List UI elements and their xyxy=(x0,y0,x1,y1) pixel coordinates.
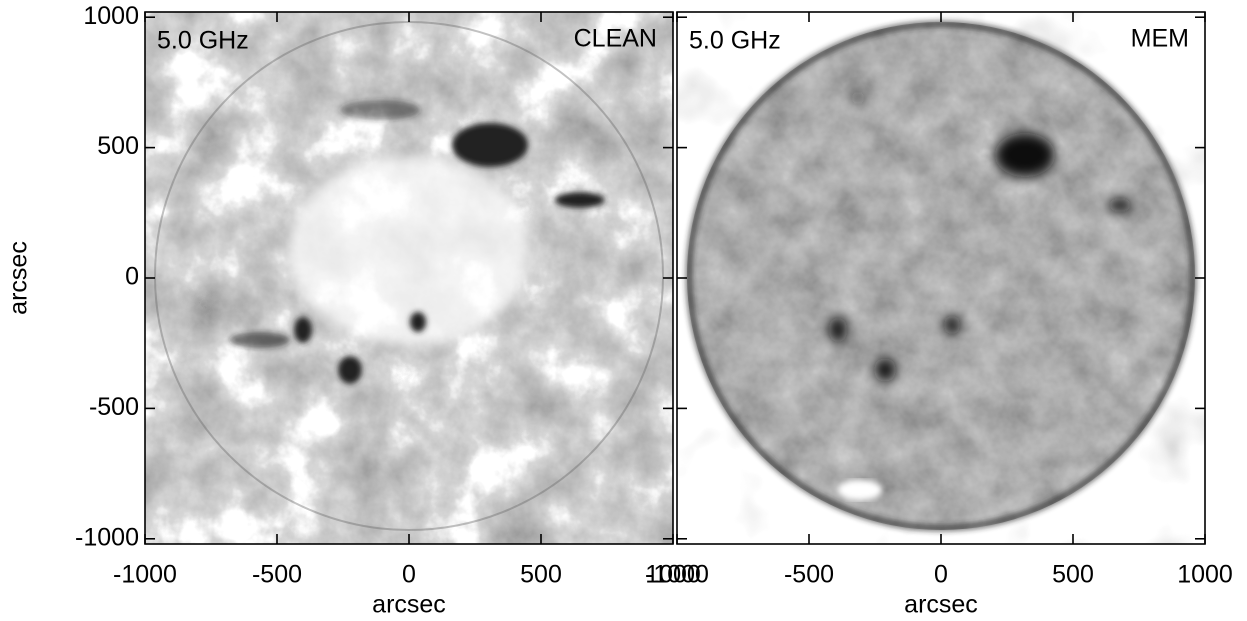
mem-image xyxy=(677,12,1205,544)
clean-image xyxy=(145,12,673,544)
y-tick-label: 1000 xyxy=(83,2,139,30)
x-tick-label: 0 xyxy=(934,561,948,589)
y-tick-label: 500 xyxy=(97,132,139,160)
x-tick-label: -1000 xyxy=(113,561,177,589)
panel-method: CLEAN xyxy=(574,25,657,53)
x-tick-label: -1000 xyxy=(645,561,709,589)
panel-frequency: 5.0 GHz xyxy=(157,27,249,55)
panel-method: MEM xyxy=(1131,25,1189,53)
y-tick-label: -500 xyxy=(89,393,139,421)
x-tick-label: 1000 xyxy=(645,561,701,589)
y-tick-label: 0 xyxy=(125,263,139,291)
x-tick-label: 500 xyxy=(520,561,562,589)
y-axis-label: arcsec xyxy=(5,241,33,315)
x-tick-label: 1000 xyxy=(1177,561,1233,589)
y-tick-label: -1000 xyxy=(75,523,139,551)
x-tick-label: -500 xyxy=(252,561,302,589)
x-tick-label: -500 xyxy=(784,561,834,589)
panel-frequency: 5.0 GHz xyxy=(689,27,781,55)
x-tick-label: 500 xyxy=(1052,561,1094,589)
x-axis-label: arcsec xyxy=(372,591,446,619)
x-tick-label: 0 xyxy=(402,561,416,589)
x-axis-label: arcsec xyxy=(904,591,978,619)
